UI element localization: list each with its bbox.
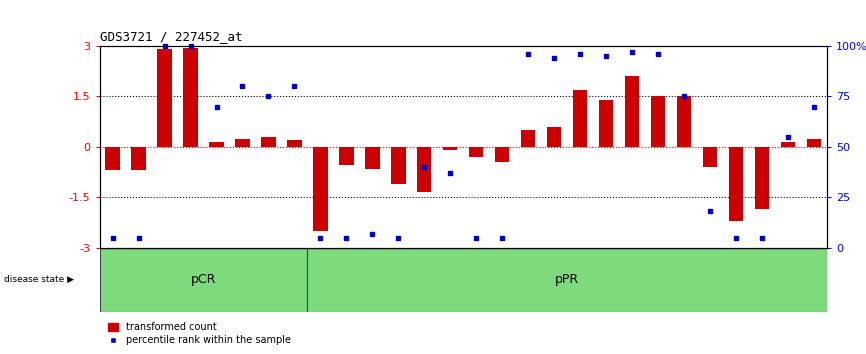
Bar — [158, 49, 171, 147]
Text: GSM559068: GSM559068 — [264, 248, 273, 298]
Text: GSM559051: GSM559051 — [550, 248, 559, 298]
Bar — [288, 140, 301, 147]
Bar — [262, 137, 275, 147]
Text: GSM559052: GSM559052 — [576, 248, 585, 298]
Bar — [521, 130, 535, 147]
Bar — [106, 147, 120, 170]
Text: GSM559066: GSM559066 — [212, 248, 221, 298]
Text: GSM559057: GSM559057 — [706, 248, 714, 298]
Bar — [132, 147, 145, 170]
Bar — [755, 147, 769, 209]
Bar — [729, 147, 743, 221]
Text: GSM559058: GSM559058 — [732, 248, 740, 298]
Bar — [307, 248, 827, 312]
Legend: transformed count, percentile rank within the sample: transformed count, percentile rank withi… — [105, 319, 294, 349]
Text: GSM559062: GSM559062 — [108, 248, 117, 298]
Text: GSM559056: GSM559056 — [680, 248, 688, 298]
Bar — [625, 76, 639, 147]
Text: GSM559060: GSM559060 — [784, 248, 792, 298]
Text: pCR: pCR — [191, 273, 216, 286]
Text: GSM559043: GSM559043 — [342, 248, 351, 298]
Bar — [339, 147, 353, 165]
Bar — [313, 147, 327, 231]
Bar — [547, 127, 561, 147]
Text: disease state ▶: disease state ▶ — [4, 275, 74, 284]
Text: GSM559065: GSM559065 — [186, 248, 195, 298]
Bar — [236, 138, 249, 147]
Bar — [100, 248, 307, 312]
Bar — [703, 147, 717, 167]
Text: GSM559042: GSM559042 — [316, 248, 325, 298]
Text: GSM559069: GSM559069 — [290, 248, 299, 298]
Bar — [417, 147, 431, 192]
Text: GSM559050: GSM559050 — [524, 248, 533, 298]
Text: GSM559044: GSM559044 — [368, 248, 377, 298]
Text: GSM559059: GSM559059 — [758, 248, 766, 298]
Text: GDS3721 / 227452_at: GDS3721 / 227452_at — [100, 30, 242, 44]
Text: GSM559054: GSM559054 — [628, 248, 637, 298]
Text: GSM559047: GSM559047 — [446, 248, 455, 298]
Text: GSM559063: GSM559063 — [134, 248, 143, 298]
Text: GSM559067: GSM559067 — [238, 248, 247, 298]
Text: GSM559048: GSM559048 — [472, 248, 481, 298]
Bar — [599, 100, 613, 147]
Text: pPR: pPR — [555, 273, 579, 286]
Bar — [677, 96, 691, 147]
Text: GSM559045: GSM559045 — [394, 248, 403, 298]
Text: GSM559049: GSM559049 — [498, 248, 507, 298]
Bar — [210, 142, 223, 147]
Bar — [573, 90, 587, 147]
Bar — [469, 147, 483, 157]
Text: GSM559061: GSM559061 — [810, 248, 818, 298]
Text: GSM559046: GSM559046 — [420, 248, 429, 298]
Bar — [443, 147, 457, 150]
Bar — [807, 138, 821, 147]
Bar — [495, 147, 509, 162]
Text: GSM559055: GSM559055 — [654, 248, 662, 298]
Bar — [781, 142, 795, 147]
Bar — [391, 147, 405, 184]
Bar — [184, 48, 197, 147]
Text: GSM559053: GSM559053 — [602, 248, 611, 298]
Text: GSM559064: GSM559064 — [160, 248, 169, 298]
Bar — [651, 96, 665, 147]
Bar — [365, 147, 379, 169]
